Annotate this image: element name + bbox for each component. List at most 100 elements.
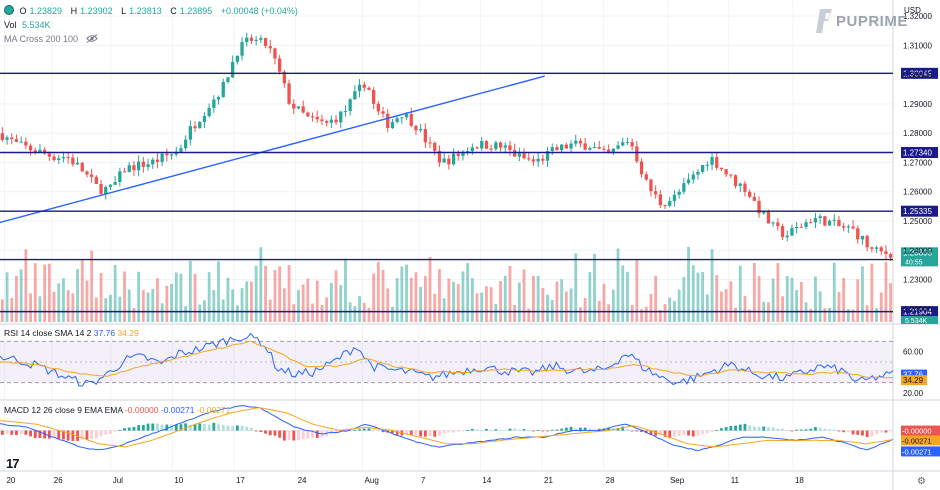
candle-body xyxy=(231,61,235,78)
volume-bar xyxy=(57,283,61,322)
macd-histogram-bar xyxy=(292,430,296,441)
settings-gear-icon[interactable]: ⚙ xyxy=(917,476,926,487)
volume-bar xyxy=(654,275,658,322)
volume-bar xyxy=(771,278,775,322)
candle-body xyxy=(701,165,705,172)
volume-bar xyxy=(90,250,94,322)
candle-body xyxy=(625,142,630,144)
macd-histogram-bar xyxy=(245,426,249,431)
macd-histogram-bar xyxy=(423,430,427,437)
candle-body xyxy=(90,174,94,177)
macd-histogram-bar xyxy=(438,430,441,436)
macd-histogram-bar xyxy=(254,430,258,432)
volume-bar xyxy=(85,280,89,322)
macd-histogram-bar xyxy=(47,430,51,439)
candle-body xyxy=(5,137,9,140)
candle-body xyxy=(527,158,531,160)
volume-bar xyxy=(818,291,822,322)
volume-bar xyxy=(588,271,592,322)
rsi-sma-line xyxy=(0,340,894,379)
volume-bar xyxy=(94,297,98,322)
macd-histogram-bar xyxy=(240,425,244,431)
volume-bar xyxy=(527,308,531,322)
macd-histogram-bar xyxy=(419,430,423,437)
macd-signal-value: -0.00271 xyxy=(196,405,231,415)
volume-bar xyxy=(306,278,310,322)
visibility-eye-icon[interactable] xyxy=(85,34,98,44)
candle-body xyxy=(146,164,150,167)
macd-histogram-bar xyxy=(588,428,592,431)
macd-histogram-bar xyxy=(640,430,643,433)
macd-histogram-bar xyxy=(781,428,784,431)
macd-histogram-bar xyxy=(865,430,869,438)
volume-bar xyxy=(358,296,361,322)
candle-body xyxy=(329,119,333,123)
candle-body xyxy=(240,42,244,56)
volume-bar xyxy=(579,307,582,322)
candle-body xyxy=(320,119,324,122)
macd-histogram-bar xyxy=(372,429,376,431)
volume-bar xyxy=(442,298,446,322)
volume-bar xyxy=(52,291,56,322)
candle-body xyxy=(503,145,507,148)
candle-body xyxy=(71,157,75,165)
candle-body xyxy=(860,235,865,240)
candle-body xyxy=(193,126,197,129)
macd-histogram-bar xyxy=(597,428,601,431)
macd-histogram-bar xyxy=(823,428,827,431)
candle-body xyxy=(691,174,695,180)
candle-body xyxy=(644,174,648,180)
volume-bar xyxy=(320,304,324,322)
candle-body xyxy=(785,235,789,238)
macd-histogram-bar xyxy=(38,430,42,439)
candle-body xyxy=(104,186,108,194)
candle-body xyxy=(122,171,127,173)
volume-bar xyxy=(513,304,517,322)
candle-body xyxy=(268,46,272,49)
volume-bar xyxy=(875,308,878,322)
candle-body xyxy=(99,183,103,194)
macd-histogram-bar xyxy=(658,430,662,436)
macd-histogram-bar xyxy=(207,424,211,431)
macd-hist-value: -0.00000 xyxy=(124,405,159,415)
candle-body xyxy=(33,150,37,153)
volume-bar xyxy=(593,253,596,322)
volume-bar xyxy=(62,278,65,322)
candle-body xyxy=(390,122,395,129)
rsi-legend: RSI 14 close SMA 14 2 37.76 34.29 xyxy=(4,328,139,338)
candle-body xyxy=(282,71,286,84)
volume-bar xyxy=(480,292,484,322)
x-axis: 20 26 Jul 10 17 24 Aug 7 14 21 28 Sep 11 18 xyxy=(6,476,804,485)
macd-histogram-bar xyxy=(203,423,206,431)
macd-histogram-bar xyxy=(837,430,841,432)
candle-body xyxy=(804,222,808,227)
candle-body xyxy=(715,156,719,168)
volume-bar xyxy=(235,305,239,322)
volume-label: Vol xyxy=(4,20,17,30)
candle-body xyxy=(494,142,498,150)
volume-bar xyxy=(212,290,216,322)
macd-histogram-bar xyxy=(184,423,188,431)
volume-bar xyxy=(47,263,51,322)
macd-histogram-bar xyxy=(297,430,300,440)
macd-histogram-bar xyxy=(635,430,639,432)
candle-body xyxy=(47,153,51,157)
macd-histogram-bar xyxy=(790,430,794,432)
macd-histogram-bar xyxy=(776,428,780,431)
candle-body xyxy=(795,226,799,229)
volume-bar xyxy=(461,271,465,322)
rsi-axis-tick: 20.00 xyxy=(903,389,924,398)
volume-bar xyxy=(734,307,737,322)
macd-signal-tag-label: -0.00271 xyxy=(902,436,932,445)
macd-histogram-bar xyxy=(503,430,507,432)
volume-bar xyxy=(24,249,28,322)
candle-body xyxy=(663,205,667,207)
volume-bar xyxy=(367,307,371,322)
macd-histogram-bar xyxy=(221,424,225,431)
volume-bar xyxy=(38,296,42,322)
candle-body xyxy=(592,147,597,149)
volume-bar xyxy=(489,287,493,322)
macd-histogram-bar xyxy=(5,430,9,434)
volume-bar xyxy=(221,299,225,322)
